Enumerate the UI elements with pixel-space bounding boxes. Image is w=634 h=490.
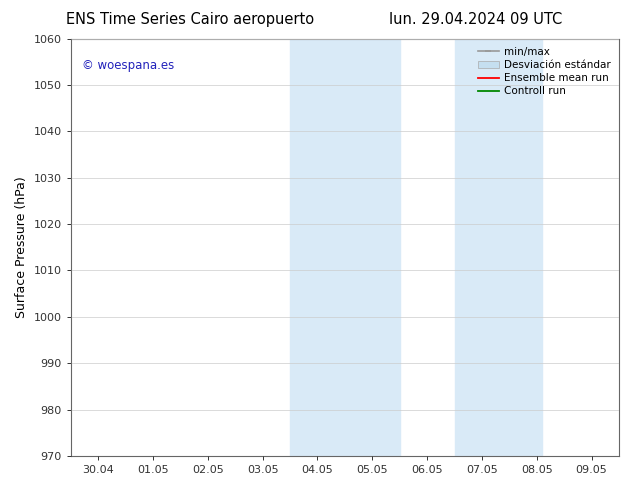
- Bar: [455, 39, 542, 456]
- Legend: min/max, Desviación estándar, Ensemble mean run, Controll run: min/max, Desviación estándar, Ensemble m…: [475, 44, 614, 99]
- Text: ENS Time Series Cairo aeropuerto: ENS Time Series Cairo aeropuerto: [66, 12, 314, 27]
- Y-axis label: Surface Pressure (hPa): Surface Pressure (hPa): [15, 176, 28, 318]
- Text: lun. 29.04.2024 09 UTC: lun. 29.04.2024 09 UTC: [389, 12, 562, 27]
- Bar: [290, 39, 399, 456]
- Text: © woespana.es: © woespana.es: [82, 59, 174, 73]
